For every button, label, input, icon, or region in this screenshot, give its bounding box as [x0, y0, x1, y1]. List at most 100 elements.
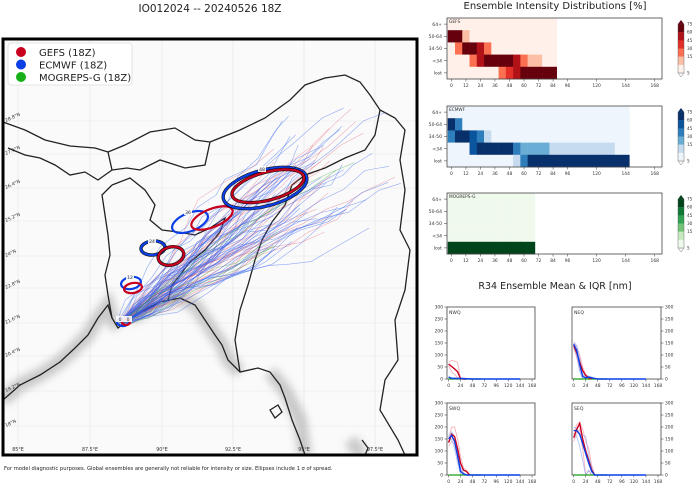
heatmap-cell — [505, 241, 514, 255]
heatmap-cell — [556, 130, 565, 143]
colorbar-tick-label: 60 — [687, 118, 693, 123]
x-tick-label: 120 — [592, 258, 601, 264]
colorbar-segment — [678, 48, 684, 57]
spread-ellipse — [190, 205, 234, 231]
heatmap-cell — [469, 18, 478, 31]
heatmap-cell — [527, 142, 536, 156]
heatmap-cell — [476, 217, 485, 230]
heatmap-cell — [527, 30, 536, 43]
colorbar-tick-label: 45 — [687, 213, 693, 218]
heatmap-cell — [447, 42, 456, 55]
heatmap-cell — [447, 217, 456, 230]
heatmap-cell — [454, 118, 463, 131]
heatmap-cell — [542, 118, 550, 131]
heatmap-cell — [505, 66, 514, 80]
legend-label: ECMWF (18Z) — [39, 61, 107, 72]
heatmap-cell — [484, 42, 492, 55]
colorbar-tick-label: 60 — [687, 205, 693, 210]
r34-frame — [446, 306, 536, 380]
x-tick-label: 120 — [630, 479, 639, 485]
colorbar-tick-label: 5 — [687, 246, 690, 251]
heatmap-cell — [469, 193, 478, 206]
ensemble-track-line — [126, 166, 389, 321]
heatmap-cell — [549, 42, 557, 55]
heatmap-cell — [469, 154, 478, 168]
heatmap-cell — [505, 106, 514, 119]
heatmap-cell — [549, 154, 557, 168]
ellipse-label-box — [116, 316, 124, 322]
ensemble-track-line — [127, 145, 314, 324]
heatmap-cell — [447, 229, 456, 243]
gefs-mean-line — [448, 363, 467, 380]
heatmap-cell — [498, 241, 507, 255]
ecmwf-iqr-line — [573, 341, 646, 380]
footer-note: For model diagnostic purposes. Global en… — [4, 466, 333, 472]
heatmap-cell — [534, 106, 543, 119]
heatmap-cell — [549, 106, 557, 119]
heatmap-cell — [491, 66, 499, 80]
heatmap-cell — [454, 241, 463, 255]
heatmap-cell — [498, 54, 507, 68]
heatmap-cell — [505, 142, 514, 156]
colorbar-tick-label: 75 — [687, 22, 693, 27]
heatmap-cell — [527, 154, 536, 168]
heatmap-cell — [542, 142, 550, 156]
heatmap-cell — [534, 154, 543, 168]
heatmap-cell — [585, 118, 594, 131]
heatmap-cell — [462, 42, 470, 55]
y-tick-label: 150 — [435, 341, 444, 347]
ensemble-track-line — [126, 211, 260, 326]
map-gridlines — [3, 39, 417, 455]
gefs-iqr-line — [448, 426, 470, 476]
lon-label: 90°E — [156, 447, 168, 453]
colorbar: 5 15 30 45 60 75 — [677, 195, 693, 253]
heatmap-cell — [484, 30, 492, 43]
heatmap-gefs: 64+ 50-64 34-50 <34 lost GEFS 0 12 24 36 48 60 72 84 9… — [429, 17, 693, 89]
ensemble-track-line — [127, 245, 274, 325]
heatmap-cell — [491, 18, 499, 31]
r34-panel-swq: SWQ 0 24 48 72 96 120 144 168 0 50 100 150 200 250 300 — [435, 401, 537, 486]
ensemble-track-line — [117, 162, 355, 322]
x-tick-label: 0 — [572, 383, 575, 389]
heatmap-cell — [476, 205, 485, 218]
y-tick-label: 50 — [437, 461, 443, 467]
heatmap-cell — [498, 18, 507, 31]
ecmwf-mean-line — [448, 434, 521, 476]
heatmap-cell — [498, 42, 507, 55]
colorbar-tick-label: 15 — [687, 54, 693, 59]
heatmap-cell — [498, 217, 507, 230]
colorbar-extend-bottom — [677, 72, 685, 78]
heatmap-cell — [556, 142, 565, 156]
ecmwf-iqr-line — [573, 433, 646, 477]
heatmap-cell — [563, 142, 572, 156]
panel-label: ECMWF — [449, 107, 466, 113]
heatmap-cell — [578, 154, 587, 168]
heatmap-cell — [484, 229, 492, 243]
heatmap-cell — [498, 229, 507, 243]
x-tick-label: 12 — [463, 258, 469, 264]
heatmap-cell — [578, 118, 587, 131]
heatmap-cell — [454, 18, 463, 31]
heatmap-cell — [520, 205, 528, 218]
map-frame — [1, 37, 419, 457]
ellipse-hour-label: 0 — [119, 317, 122, 323]
heatmap-cell — [476, 66, 485, 80]
heatmap-frame — [446, 192, 663, 255]
heatmap-cell — [614, 142, 623, 156]
colorbar-segment — [678, 199, 684, 208]
legend-marker-icon — [16, 47, 26, 57]
heatmap-cell — [607, 118, 616, 131]
colorbar-extend-top — [678, 20, 684, 24]
heatmap-cell — [549, 30, 557, 43]
x-tick-label: 168 — [651, 171, 660, 177]
heatmap-cell — [600, 130, 608, 143]
heatmap-cell — [513, 18, 521, 31]
x-tick-label: 96 — [565, 258, 571, 264]
row-label: 50-64 — [429, 34, 442, 40]
x-tick-label: 0 — [450, 258, 453, 264]
row-label: 50-64 — [429, 209, 442, 215]
gefs-iqr-line — [573, 347, 592, 380]
heatmap-cell — [542, 130, 550, 143]
heatmap-cell — [527, 193, 536, 206]
